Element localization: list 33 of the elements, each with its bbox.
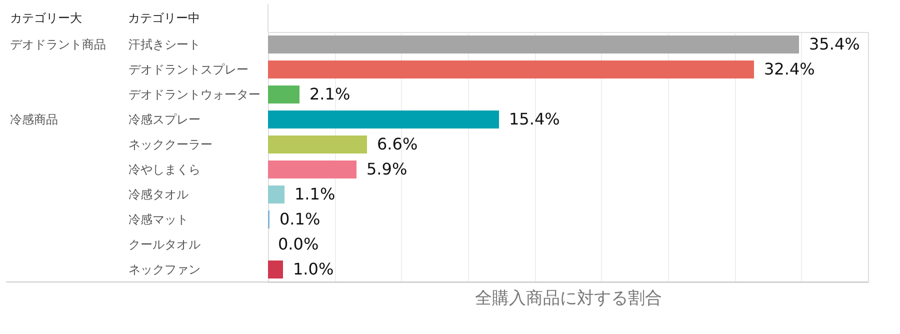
bar xyxy=(268,136,367,154)
data-label: 35.4% xyxy=(809,34,860,54)
bar xyxy=(268,110,499,128)
y-tick-label: デオドラントスプレー xyxy=(128,62,248,76)
text: カテゴリー大 xyxy=(10,11,82,25)
data-label: 32.4% xyxy=(764,60,815,78)
y-tick-label: ネックファン xyxy=(128,262,200,276)
data-label: 0.1% xyxy=(280,210,320,228)
text: デオドラント商品 xyxy=(10,38,106,52)
y-tick-label: 冷感タオル xyxy=(128,188,188,202)
bar xyxy=(268,36,799,54)
y-tick-label: ネッククーラー xyxy=(128,138,212,152)
bar xyxy=(268,60,754,78)
y-tick-label: クールタオル xyxy=(128,238,200,252)
y-tick-label: 汗拭きシート xyxy=(128,38,200,52)
text: 冷感商品 xyxy=(10,112,58,126)
data-label: 6.6% xyxy=(377,134,418,154)
data-label: 15.4% xyxy=(509,110,560,128)
bar xyxy=(268,186,284,204)
data-label: 1.0% xyxy=(293,260,334,278)
data-label: 0.0% xyxy=(278,234,319,254)
y-tick-label: 冷やしまくら xyxy=(128,162,200,176)
data-label: 5.9% xyxy=(366,160,408,178)
bar xyxy=(268,160,356,178)
y-tick-label: 冷感スプレー xyxy=(128,112,200,126)
bar xyxy=(268,260,283,278)
x-axis-title: 全購入商品に対する割合 xyxy=(475,288,662,308)
data-label: 2.1% xyxy=(310,84,350,104)
bar xyxy=(268,86,300,104)
y-tick-label: デオドラントウォーター xyxy=(128,88,260,102)
y-tick-label: 冷感マット xyxy=(128,212,188,226)
text: カテゴリー中 xyxy=(128,11,200,25)
data-label: 1.1% xyxy=(294,184,336,204)
